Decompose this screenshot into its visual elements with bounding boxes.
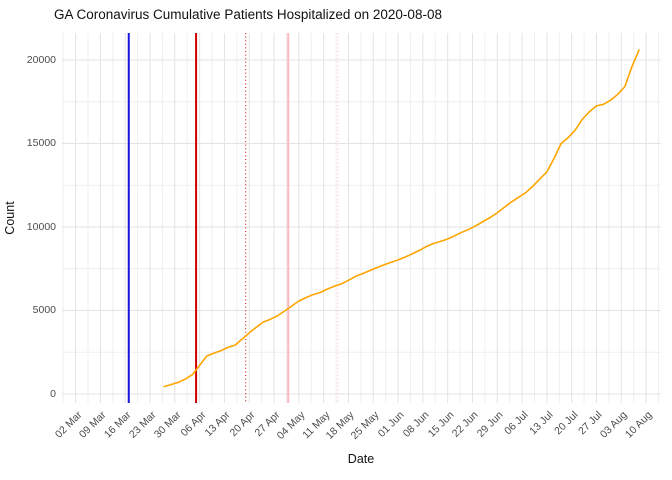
- plot-panel: [62, 33, 661, 403]
- chart-title: GA Coronavirus Cumulative Patients Hospi…: [54, 7, 442, 22]
- y-tick-label: 15000: [26, 137, 56, 150]
- plot-svg: [62, 33, 661, 403]
- y-tick-label: 5000: [32, 304, 56, 317]
- y-tick-label: 20000: [26, 53, 56, 66]
- x-axis-title: Date: [347, 452, 375, 466]
- series-line-cumulative-patients-hospitalized: [163, 49, 640, 388]
- y-tick-label: 10000: [26, 220, 56, 233]
- y-tick-label: 0: [50, 388, 56, 400]
- y-axis-title: Count: [3, 201, 17, 235]
